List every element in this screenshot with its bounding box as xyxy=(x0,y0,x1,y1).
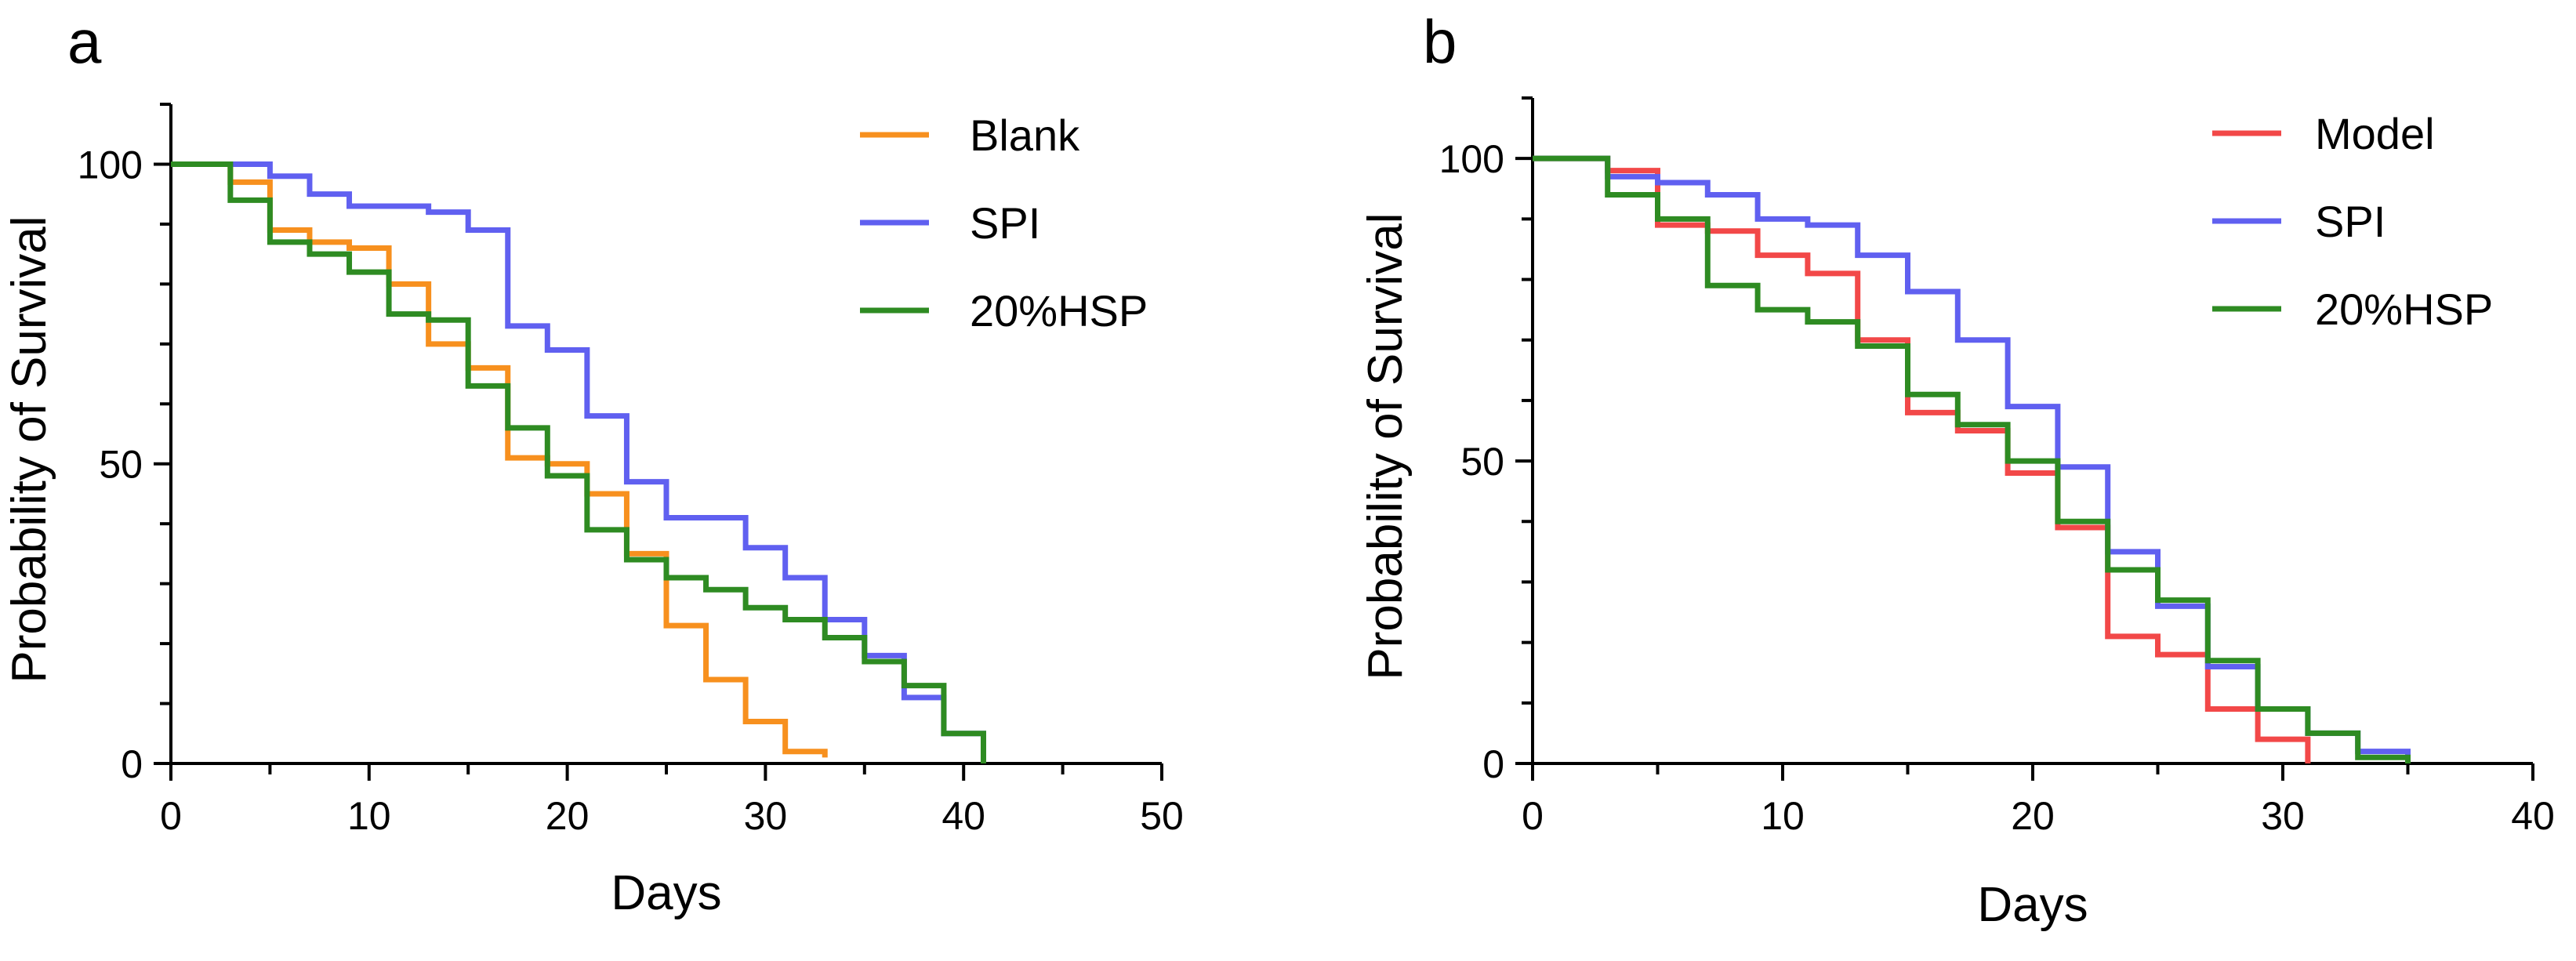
y-axis-label: Probability of Survival xyxy=(1359,212,1413,680)
legend-label: 20%HSP xyxy=(970,286,1148,335)
legend-label: SPI xyxy=(970,198,1040,248)
x-tick-label: 0 xyxy=(1522,794,1544,838)
x-axis-label: Days xyxy=(611,866,721,920)
legend-label: 20%HSP xyxy=(2315,285,2493,334)
x-tick-label: 50 xyxy=(1140,794,1184,838)
x-tick-label: 30 xyxy=(744,794,788,838)
y-tick-label: 100 xyxy=(1439,137,1504,181)
x-tick-label: 30 xyxy=(2261,794,2305,838)
series-line-blank xyxy=(171,161,828,758)
panel-letter-b: b xyxy=(1423,7,1457,76)
x-tick-label: 10 xyxy=(347,794,391,838)
x-axis-label: Days xyxy=(1977,878,2088,932)
legend-label: Model xyxy=(2315,109,2435,158)
x-tick-label: 20 xyxy=(2011,794,2055,838)
panel-letter-a: a xyxy=(67,7,102,76)
y-tick-label: 0 xyxy=(121,742,143,786)
series-line-spi xyxy=(1533,155,2411,763)
y-tick-label: 50 xyxy=(99,443,143,487)
chart-panel-b: 0 50 100 0 10 20 30 40 Days Probability of Surviv… xyxy=(1359,96,2555,932)
x-tick-label: 40 xyxy=(942,794,985,838)
legend-label: Blank xyxy=(970,111,1080,160)
y-tick-label: 100 xyxy=(78,143,143,187)
chart-panel-a: 0 50 100 0 10 20 30 40 50 Days Probability of Surv… xyxy=(2,103,1184,920)
x-tick-label: 40 xyxy=(2511,794,2555,838)
y-tick-label: 0 xyxy=(1482,742,1504,786)
legend-label: SPI xyxy=(2315,197,2386,246)
x-tick-label: 10 xyxy=(1761,794,1805,838)
x-tick-label: 0 xyxy=(160,794,182,838)
series-line-20hsp xyxy=(1533,155,2411,763)
x-tick-label: 20 xyxy=(546,794,590,838)
series-line-20hsp xyxy=(171,161,986,763)
y-axis-label: Probability of Survival xyxy=(2,216,56,683)
series-line-model xyxy=(1533,155,2311,763)
y-tick-label: 50 xyxy=(1460,440,1504,484)
series-line-spi xyxy=(171,161,986,763)
